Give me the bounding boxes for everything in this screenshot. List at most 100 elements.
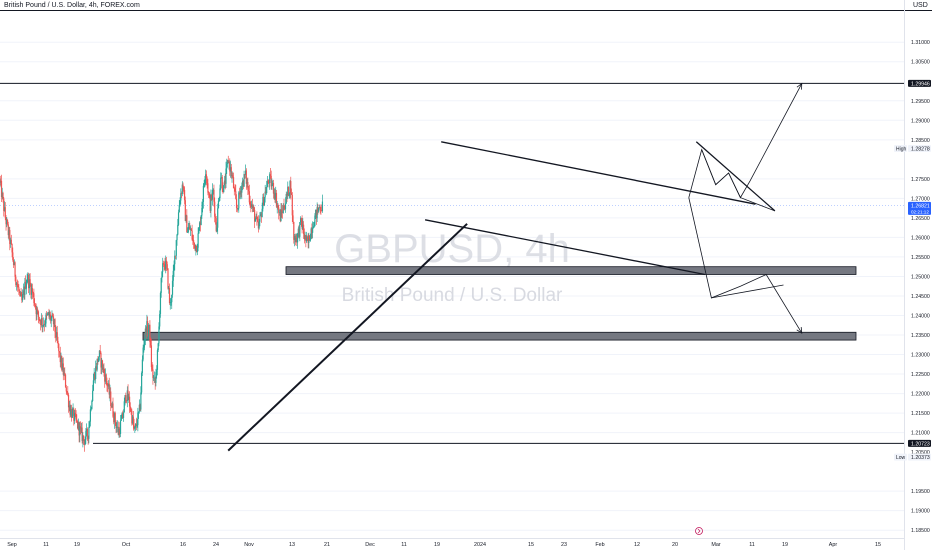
candle-body	[33, 293, 35, 304]
price-label: 1.20723	[911, 441, 930, 447]
candle-body	[24, 281, 26, 295]
candle-body	[207, 183, 209, 193]
candle-body	[134, 426, 136, 429]
candle-body	[316, 207, 318, 219]
candle-body	[260, 213, 263, 218]
candle-body	[61, 356, 63, 370]
support-resistance-zones[interactable]	[142, 266, 857, 341]
price-label: 1.29946	[911, 81, 930, 87]
candle-body	[62, 363, 64, 375]
extreme-tag: High	[896, 146, 907, 152]
candle-body	[217, 200, 220, 209]
horizontal-levels[interactable]	[0, 82, 904, 444]
candle-body	[43, 324, 46, 325]
x-tick-label: 23	[561, 542, 567, 548]
candle-body	[221, 176, 223, 189]
candle-body	[125, 400, 128, 402]
candle-body	[255, 215, 257, 219]
bullish-breakout	[688, 83, 803, 199]
candle-body	[248, 189, 250, 192]
candle-body	[214, 216, 217, 219]
candle-body	[232, 177, 235, 189]
candle-body	[169, 302, 171, 303]
candle-body	[50, 318, 52, 321]
candle-body	[293, 222, 295, 240]
candle-body	[234, 188, 236, 192]
candle-body	[265, 191, 267, 194]
price-label: 1.26821	[911, 203, 930, 209]
y-tick-label: 1.25500	[911, 255, 930, 261]
candle-body	[216, 227, 218, 232]
candle-body	[149, 324, 151, 343]
candle-body	[160, 277, 162, 293]
candle-body	[140, 392, 142, 410]
candle-body	[194, 244, 196, 251]
candle-body	[263, 196, 265, 206]
candle-body	[49, 314, 52, 321]
candle-body	[299, 218, 302, 223]
candle-body	[166, 264, 168, 269]
candle-body	[301, 220, 303, 229]
candle-body	[119, 428, 121, 434]
candle-body	[57, 340, 59, 344]
candle-body	[79, 426, 81, 436]
price-label-bg	[908, 144, 931, 152]
candle-body	[219, 188, 221, 198]
candle-body	[144, 328, 146, 340]
candle-body	[290, 181, 292, 193]
candle-body	[113, 416, 115, 423]
candle-body	[272, 182, 274, 185]
candle-body	[129, 406, 131, 411]
candle-body	[236, 208, 238, 209]
candle-body	[112, 403, 114, 417]
y-tick-label: 1.28500	[911, 138, 930, 144]
candlestick-series	[0, 155, 324, 452]
candle-body	[89, 409, 91, 422]
candle-body	[107, 385, 109, 387]
candle-body	[101, 360, 104, 370]
candle-body	[152, 369, 154, 378]
candle-body	[278, 212, 281, 213]
candle-body	[80, 427, 82, 429]
candle-body	[209, 197, 211, 211]
candle-body	[220, 176, 223, 178]
currency-label[interactable]: USD	[913, 2, 928, 9]
candle-body	[296, 233, 299, 243]
candle-body	[11, 244, 13, 253]
candle-body	[30, 284, 32, 295]
candle-body	[76, 419, 78, 421]
watermark-ticker: GBPUSD, 4h	[334, 227, 570, 271]
candle-body	[200, 215, 202, 226]
candle-body	[153, 377, 155, 379]
candle-body	[303, 233, 305, 240]
candle-body	[212, 189, 214, 191]
candle-body	[54, 319, 56, 332]
candle-body	[156, 369, 158, 373]
candle-body	[81, 427, 83, 441]
candle-body	[307, 239, 309, 243]
candle-body	[136, 425, 138, 426]
candle-body	[283, 205, 285, 209]
candle-body	[168, 288, 170, 289]
candle-body	[95, 366, 98, 370]
trendline-drawings[interactable]	[227, 82, 803, 452]
candle-body	[139, 404, 141, 410]
price-label: 1.28278	[911, 146, 930, 152]
x-tick-label: Sep	[7, 542, 17, 548]
candle-body	[311, 228, 313, 233]
price-label-bg	[908, 79, 931, 87]
candle-body	[182, 184, 184, 188]
candle-body	[300, 218, 302, 221]
candle-body	[267, 180, 269, 183]
candle-body	[108, 383, 110, 395]
candle-body	[155, 372, 157, 383]
candle-body	[78, 422, 80, 436]
candle-body	[165, 260, 168, 265]
candle-body	[143, 345, 145, 348]
candle-body	[321, 201, 324, 212]
candle-body	[287, 186, 290, 196]
candle-body	[9, 230, 11, 245]
candle-body	[243, 174, 245, 187]
candle-body	[38, 316, 40, 320]
